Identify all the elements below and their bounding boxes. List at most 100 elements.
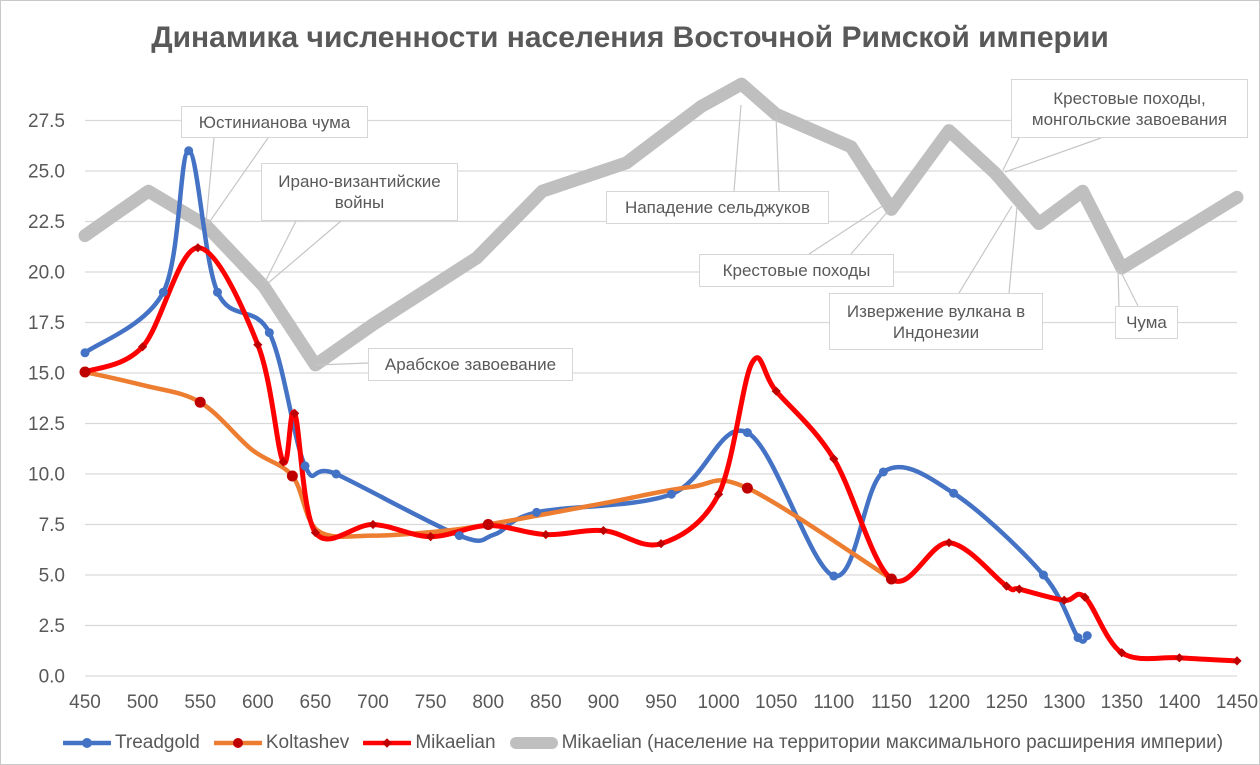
x-axis-label: 1250 [985, 692, 1027, 713]
x-axis-label: 1200 [928, 692, 970, 713]
callout-leader-line [264, 220, 297, 283]
legend-item-treadgold: Treadgold [63, 732, 200, 754]
callout-leader-line [1004, 137, 1102, 173]
data-point-marker [1232, 656, 1242, 666]
callout-arab-conquest: Арабское завоевание [368, 348, 573, 381]
callout-text: Извержение вулкана в [846, 301, 1026, 321]
x-axis-label: 600 [242, 692, 274, 713]
data-point-marker [829, 454, 839, 464]
data-point-marker [1080, 592, 1090, 602]
data-point-marker [1038, 570, 1048, 580]
x-axis-label: 1100 [813, 692, 854, 713]
x-axis-label: 750 [415, 692, 447, 713]
data-point-marker [253, 340, 263, 350]
x-axis-label: 700 [357, 692, 389, 713]
data-point-marker [771, 386, 781, 396]
data-point-marker [714, 489, 724, 499]
data-point-marker [454, 531, 464, 541]
x-axis-label: 850 [530, 692, 562, 713]
callout-indonesia-volcano: Извержение вулкана в Индонезии [829, 293, 1043, 350]
y-axis-label: 27.5 [28, 111, 65, 132]
callout-leader-line [207, 137, 269, 225]
callout-text: Крестовые походы, [1053, 88, 1206, 108]
y-axis-label: 7.5 [39, 515, 65, 536]
data-point-marker [1073, 633, 1083, 643]
y-axis-label: 10.0 [28, 465, 65, 486]
callout-leader-line [205, 137, 215, 224]
legend-swatch [363, 738, 412, 748]
legend-item-mikaelian-: Mikaelian (население на территории макси… [509, 732, 1224, 754]
x-axis-label: 1150 [871, 692, 912, 713]
callout-irano-byzantine-wars: Ирано-византийские войны [261, 163, 458, 221]
data-point-marker [286, 470, 298, 482]
callout-leader-line [850, 209, 890, 255]
data-point-marker [1174, 653, 1184, 663]
callout-text: Юстинианова чума [198, 112, 351, 132]
x-axis-label: 550 [184, 692, 216, 713]
x-axis-label: 500 [127, 692, 159, 713]
legend-swatch [509, 737, 558, 749]
data-point-marker [331, 469, 341, 479]
y-axis-label: 22.5 [28, 212, 65, 233]
x-axis-label: 650 [300, 692, 332, 713]
legend-label: Treadgold [115, 732, 200, 753]
callout-seljuk-attack: Нападение сельджуков [606, 191, 829, 224]
x-axis-label: 1350 [1101, 692, 1143, 713]
data-point-marker [138, 342, 148, 352]
callout-text: войны [334, 193, 385, 212]
callout-justinian-plague: Юстинианова чума [181, 106, 368, 138]
x-axis-label: 1400 [1158, 692, 1200, 713]
x-axis-label: 800 [472, 692, 504, 713]
series-line-treadgold [82, 148, 1090, 644]
y-axis-label: 20.0 [28, 263, 65, 284]
chart-title: Динамика численности населения Восточной… [151, 21, 1109, 54]
data-point-marker [158, 287, 168, 297]
data-point-marker [829, 571, 839, 581]
data-point-marker [193, 243, 203, 253]
legend-item-mikaelian: Mikaelian [363, 732, 496, 754]
y-axis-label: 12.5 [28, 414, 65, 435]
callout-crusades: Крестовые походы [699, 254, 894, 287]
data-point-marker [278, 457, 288, 467]
callout-leader-line [808, 204, 885, 255]
data-point-marker [666, 489, 676, 499]
data-point-marker [656, 539, 666, 549]
data-point-marker [1117, 648, 1127, 658]
data-point-marker [1014, 584, 1024, 594]
series-line-koltashev [82, 369, 894, 582]
callout-leader-line [266, 220, 342, 285]
data-point-marker [1082, 631, 1092, 641]
legend-label: Mikaelian (население на территории макси… [561, 732, 1224, 753]
y-axis-label: 17.5 [28, 313, 65, 334]
callout-leader-line [316, 362, 369, 366]
callout-leader-line [1117, 268, 1120, 307]
data-point-marker [532, 507, 542, 517]
callout-leader-line [775, 114, 780, 192]
callout-text: Ирано-византийские [278, 172, 441, 191]
data-point-marker [483, 520, 493, 531]
callout-crusades-mongols: Крестовые походы, монгольские завоевания [1011, 79, 1248, 138]
x-axis-label: 1300 [1043, 692, 1085, 713]
callout-plague: Чума [1115, 306, 1178, 339]
data-point-marker [1002, 581, 1012, 591]
callout-text: Индонезии [892, 322, 980, 342]
legend-swatch [63, 738, 111, 748]
y-axis-label: 0.0 [39, 667, 65, 688]
data-point-marker [598, 525, 608, 536]
data-point-marker [264, 328, 274, 338]
legend-swatch [213, 738, 262, 748]
callout-leader-line [958, 205, 1013, 294]
y-axis-label: 5.0 [39, 566, 65, 587]
legend-label: Mikaelian [415, 732, 496, 753]
data-point-marker [949, 488, 959, 498]
data-point-marker [310, 527, 320, 538]
y-axis-label: 2.5 [39, 616, 65, 637]
series-line-mikaelian [82, 245, 1240, 664]
x-axis-label: 450 [69, 692, 101, 713]
data-point-marker [300, 461, 310, 471]
data-point-marker [541, 530, 551, 540]
callout-leader-line [1008, 206, 1018, 294]
data-point-marker [184, 146, 194, 156]
data-point-marker [368, 519, 378, 530]
